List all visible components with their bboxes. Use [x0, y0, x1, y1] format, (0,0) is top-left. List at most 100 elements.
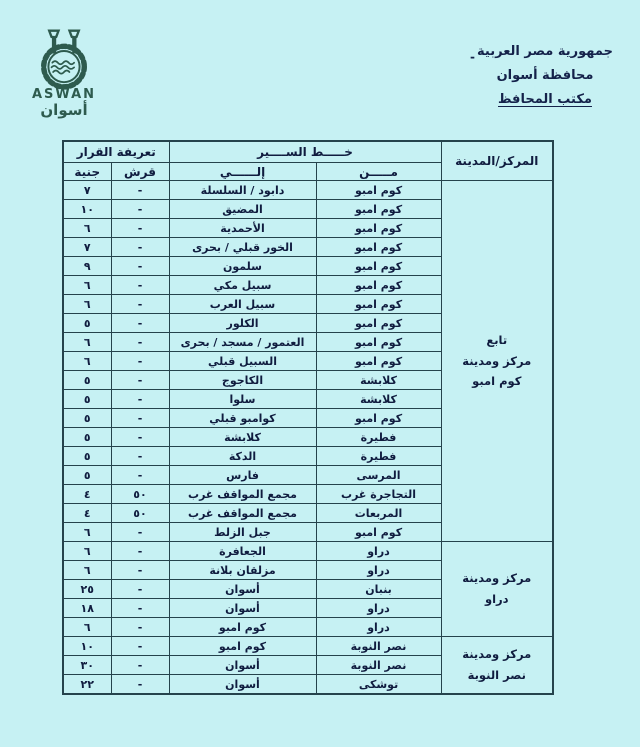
col-header-tariff: تعريفة القرار [62, 140, 170, 163]
fare-row: المرسى فارس -٥ [62, 465, 553, 485]
from-cell: فطيرة [315, 446, 442, 466]
logo-arabic-text: أسوان [40, 101, 88, 119]
fare-table-body: تابع مركز ومدينة كوم امبو كوم امبو دابود /… [62, 180, 554, 695]
genih-cell: ٦ [62, 617, 112, 637]
from-cell: كوم امبو [315, 218, 442, 238]
header-line-governorate: محافظة أسوان [496, 68, 594, 83]
col-header-qirsh: قرش [110, 162, 170, 181]
qirsh-cell: - [110, 541, 170, 561]
genih-cell: ٦ [62, 218, 112, 238]
qirsh-cell: ٥٠ [110, 503, 170, 523]
genih-cell: ٥ [62, 313, 112, 333]
qirsh-cell: - [110, 275, 170, 295]
fare-row: توشكى أسوان -٢٢ [62, 674, 553, 695]
qirsh-cell: - [110, 389, 170, 409]
fare-row: نصر النوبة أسوان -٣٠ [62, 655, 553, 675]
qirsh-cell: - [110, 446, 170, 466]
to-cell: سلوا [168, 389, 317, 409]
header-row-1: المركز/المدينة خـــــط الســــير تعريفة … [62, 140, 554, 181]
qirsh-cell: - [110, 579, 170, 599]
from-cell: كلابشة [315, 389, 442, 409]
genih-cell: ١٠ [62, 636, 112, 656]
from-cell: فطيرة [315, 427, 442, 447]
fare-table-container: المركز/المدينة خـــــط الســــير تعريفة … [62, 140, 555, 695]
to-cell: جبل الزلط [168, 522, 317, 542]
genih-cell: ٥ [62, 408, 112, 428]
to-cell: كوم امبو [168, 617, 317, 637]
scan-artifact-dash: - [470, 50, 475, 64]
to-cell: مجمع المواقف غرب [168, 503, 317, 523]
col-header-to: إلــــــي [168, 162, 317, 181]
aswan-emblem-icon [40, 29, 88, 90]
fare-row: كوم امبو جبل الزلط -٦ [62, 522, 553, 542]
to-cell: كوامبو قبلي [168, 408, 317, 428]
section-label-cell: مركز ومدينة نصر النوبة [440, 636, 554, 695]
to-cell: مزلقان بلانة [168, 560, 317, 580]
from-cell: نصر النوبة [315, 655, 442, 675]
from-cell: التجاجرة غرب [315, 484, 442, 504]
to-cell: سبيل مكي [168, 275, 317, 295]
section-label-cell: مركز ومدينة دراو [440, 541, 554, 637]
qirsh-cell: - [110, 351, 170, 371]
fare-row: تابع مركز ومدينة كوم امبو كوم امبو دابود /… [62, 180, 554, 542]
fare-row: مركز ومدينة دراو دراو الجعافرة -٦ [62, 541, 554, 637]
genih-cell: ٦ [62, 522, 112, 542]
to-cell: أسوان [168, 579, 317, 599]
genih-cell: ٦ [62, 541, 112, 561]
from-cell: المربعات [315, 503, 442, 523]
to-cell: كلابشة [168, 427, 317, 447]
fare-row: كوم امبو الأحمدية -٦ [62, 218, 553, 238]
genih-cell: ٥ [62, 446, 112, 466]
from-cell: كوم امبو [315, 313, 442, 333]
to-cell: الخور قبلي / بحرى [168, 237, 317, 257]
genih-cell: ٦ [62, 294, 112, 314]
qirsh-cell: - [110, 598, 170, 618]
genih-cell: ٥ [62, 427, 112, 447]
from-cell: كوم امبو [315, 408, 442, 428]
fare-row: كوم امبو المضيق -١٠ [62, 199, 553, 219]
qirsh-cell: - [110, 674, 170, 695]
genih-cell: ٦ [62, 332, 112, 352]
from-cell: نصر النوبة [315, 636, 442, 656]
qirsh-cell: - [110, 237, 170, 257]
genih-cell: ٣٠ [62, 655, 112, 675]
qirsh-cell: - [110, 332, 170, 352]
genih-cell: ١٠ [62, 199, 112, 219]
to-cell: دابود / السلسلة [168, 180, 317, 200]
fare-row: كوم امبو الكلور -٥ [62, 313, 553, 333]
header-row-2: مـــــن إلــــــي قرش جنية [62, 162, 553, 181]
genih-cell: ٥ [62, 370, 112, 390]
qirsh-cell: - [110, 180, 170, 200]
from-cell: كوم امبو [315, 275, 442, 295]
to-cell: الأحمدية [168, 218, 317, 238]
logo-latin-text: ASWAN [31, 87, 97, 102]
col-header-center-city: المركز/المدينة [440, 140, 554, 181]
genih-cell: ٤ [62, 503, 112, 523]
from-cell: كوم امبو [315, 237, 442, 257]
from-cell: كوم امبو [315, 256, 442, 276]
qirsh-cell: - [110, 465, 170, 485]
to-cell: أسوان [168, 655, 317, 675]
from-cell: كوم امبو [315, 522, 442, 542]
fare-row: دراو مزلقان بلانة -٦ [62, 560, 553, 580]
government-header: جمهورية مصر العربية محافظة أسوان مكتب ال… [470, 40, 620, 112]
fare-row: مركز ومدينة نصر النوبة نصر النوبة كوم امبو… [62, 636, 554, 695]
col-header-genih: جنية [62, 162, 112, 181]
from-cell: بنبان [315, 579, 442, 599]
genih-cell: ٢٢ [62, 674, 112, 695]
qirsh-cell: - [110, 655, 170, 675]
qirsh-cell: - [110, 218, 170, 238]
qirsh-cell: - [110, 408, 170, 428]
genih-cell: ٧ [62, 237, 112, 257]
to-cell: مجمع المواقف غرب [168, 484, 317, 504]
from-cell: كوم امبو [315, 351, 442, 371]
from-cell: كوم امبو [315, 199, 442, 219]
to-cell: المضيق [168, 199, 317, 219]
to-cell: الدكة [168, 446, 317, 466]
genih-cell: ٦ [62, 560, 112, 580]
header-line-country: جمهورية مصر العربية [477, 44, 613, 59]
to-cell: الكلور [168, 313, 317, 333]
col-header-route: خـــــط الســــير [168, 140, 442, 163]
qirsh-cell: - [110, 427, 170, 447]
